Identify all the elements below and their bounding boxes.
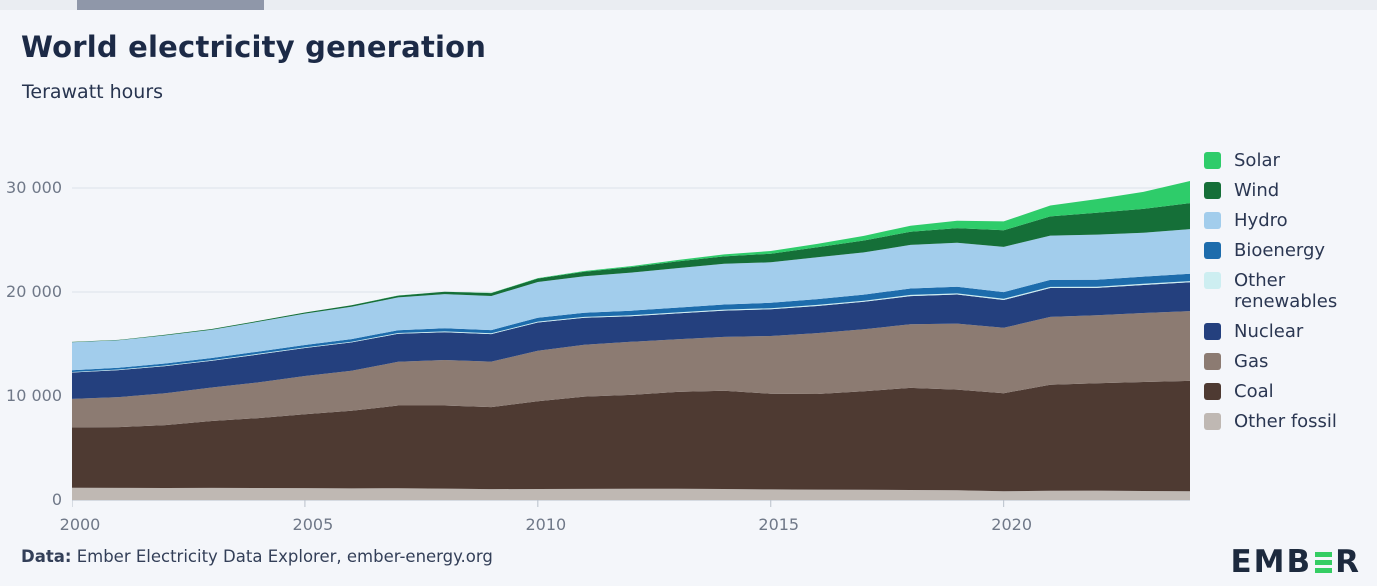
legend-label-bioenergy: Bioenergy xyxy=(1234,240,1326,261)
legend-swatch-solar-icon xyxy=(1204,152,1221,169)
legend-item-other-renewables: Other renewables xyxy=(1204,270,1374,312)
legend-label-other-renewables: Other renewables xyxy=(1234,270,1338,312)
legend-swatch-wind-icon xyxy=(1204,182,1221,199)
legend-item-hydro: Hydro xyxy=(1204,210,1374,231)
page-subtitle: Terawatt hours xyxy=(22,81,164,103)
legend-item-nuclear: Nuclear xyxy=(1204,321,1374,342)
legend-label-other-fossil: Other fossil xyxy=(1234,411,1337,432)
legend-item-other-fossil: Other fossil xyxy=(1204,411,1374,432)
legend-swatch-bioenergy-icon xyxy=(1204,242,1221,259)
legend-item-solar: Solar xyxy=(1204,150,1374,171)
legend-item-coal: Coal xyxy=(1204,381,1374,402)
legend-swatch-nuclear-icon xyxy=(1204,323,1221,340)
x-axis-label-2010: 2010 xyxy=(525,515,567,534)
y-axis-label-20000: 20 000 xyxy=(6,282,62,301)
legend-item-wind: Wind xyxy=(1204,180,1374,201)
legend-swatch-hydro-icon xyxy=(1204,212,1221,229)
x-axis-label-2000: 2000 xyxy=(59,515,101,534)
stacked-area-chart xyxy=(72,181,1190,507)
legend-label-nuclear: Nuclear xyxy=(1234,321,1304,342)
area-wind xyxy=(72,203,1190,343)
scrollbar-track xyxy=(0,0,1377,10)
x-axis-label-2005: 2005 xyxy=(292,515,334,534)
area-hydro xyxy=(72,229,1190,371)
scrollbar-thumb[interactable] xyxy=(77,0,264,10)
legend-label-wind: Wind xyxy=(1234,180,1280,201)
ember-logo: EMB R xyxy=(1230,547,1361,578)
legend-item-gas: Gas xyxy=(1204,351,1374,372)
legend-label-hydro: Hydro xyxy=(1234,210,1288,231)
page-title: World electricity generation xyxy=(21,30,487,64)
legend-label-solar: Solar xyxy=(1234,150,1280,171)
y-axis-label-30000: 30 000 xyxy=(6,178,62,197)
legend-label-gas: Gas xyxy=(1234,351,1269,372)
data-source-text: Ember Electricity Data Explorer, ember-e… xyxy=(71,547,493,566)
area-other-renewables xyxy=(72,281,1190,373)
data-source-label: Data: xyxy=(21,547,72,566)
legend-swatch-coal-icon xyxy=(1204,383,1221,400)
area-coal xyxy=(72,380,1190,492)
area-nuclear xyxy=(72,282,1190,399)
y-axis-label-0: 0 xyxy=(51,490,62,509)
data-source: Data: Ember Electricity Data Explorer, e… xyxy=(21,547,493,566)
legend-label-coal: Coal xyxy=(1234,381,1274,402)
area-other-fossil xyxy=(72,487,1190,500)
chart-legend: Solar Wind Hydro Bioenergy Other renewables N… xyxy=(1204,150,1374,441)
area-gas xyxy=(72,311,1190,428)
legend-swatch-other-renewables-icon xyxy=(1204,272,1221,289)
x-axis-label-2020: 2020 xyxy=(991,515,1033,534)
legend-swatch-gas-icon xyxy=(1204,353,1221,370)
ember-logo-prefix: EMB xyxy=(1230,544,1313,580)
y-axis-label-10000: 10 000 xyxy=(6,386,62,405)
area-bioenergy xyxy=(72,273,1190,372)
ember-logo-e-icon xyxy=(1315,551,1333,575)
legend-swatch-other-fossil-icon xyxy=(1204,413,1221,430)
legend-item-bioenergy: Bioenergy xyxy=(1204,240,1374,261)
ember-logo-suffix: R xyxy=(1335,544,1361,580)
x-axis-label-2015: 2015 xyxy=(758,515,800,534)
